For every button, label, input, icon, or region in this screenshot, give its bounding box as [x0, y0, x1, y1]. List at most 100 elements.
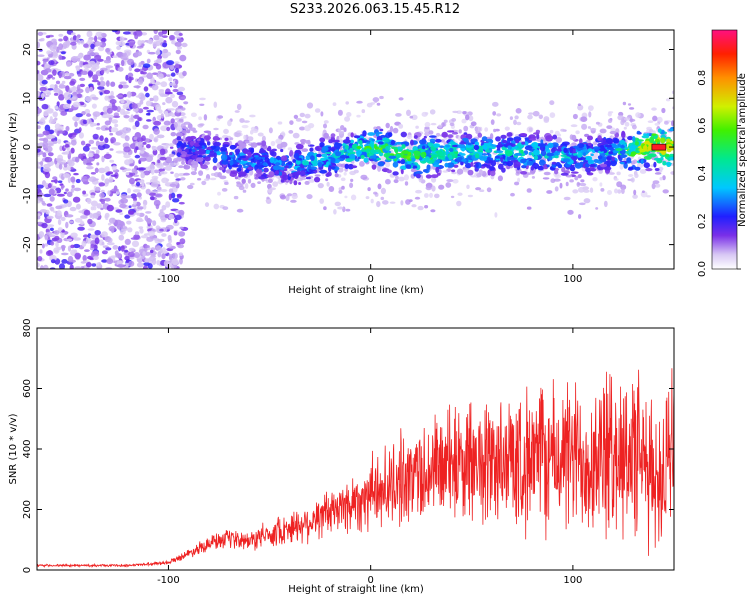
spectrogram-cell	[49, 227, 54, 231]
y-tick-label: 0	[22, 144, 33, 150]
spectrogram-cell	[174, 63, 179, 70]
spectrogram-cell	[250, 126, 256, 131]
spectrogram-cell	[134, 30, 142, 36]
spectrogram-cell	[250, 182, 256, 188]
spectrogram-cell	[400, 159, 406, 165]
spectrogram-cell	[41, 79, 48, 85]
spectrogram-cell	[620, 184, 627, 190]
spectrogram-cell	[122, 31, 131, 35]
spectrogram-cell	[549, 129, 554, 134]
spectrogram-cell	[69, 264, 74, 269]
spectrogram-cell	[101, 200, 105, 205]
spectrogram-cell	[299, 126, 306, 131]
spectrogram-cell	[136, 167, 144, 171]
spectrogram-cell	[206, 141, 211, 146]
spectrogram-cell	[336, 163, 343, 167]
spectrogram-cell	[565, 181, 569, 187]
spectrogram-cell	[133, 31, 137, 36]
spectrogram-cell	[506, 156, 510, 162]
spectrogram-cell	[96, 203, 102, 209]
spectrogram-cell	[429, 138, 436, 144]
x-tick-label: -100	[157, 575, 180, 586]
spectrogram-cell	[159, 148, 166, 156]
spectrogram-cell	[104, 166, 110, 173]
spectrogram-cell	[351, 165, 358, 169]
spectrogram-cell	[98, 167, 106, 174]
spectrogram-cell	[129, 256, 135, 260]
spectrogram-cell	[107, 222, 112, 226]
spectrogram-cell	[160, 189, 168, 192]
spectrogram-cell	[398, 97, 404, 101]
spectrogram-cell	[104, 178, 110, 185]
spectrogram-cell	[172, 198, 180, 203]
spectrogram-cell	[178, 252, 183, 256]
x-tick-label: 0	[367, 274, 373, 285]
spectrogram-cell	[449, 147, 454, 152]
spectrogram-cell	[213, 101, 218, 108]
spectrogram-cell	[367, 187, 371, 192]
spectrogram-cell	[197, 154, 204, 158]
spectrogram-cell	[204, 178, 210, 182]
spectrogram-cell	[220, 154, 228, 161]
spectrogram-cell	[589, 187, 594, 193]
spectrogram-cell	[250, 158, 255, 163]
spectrogram-cell	[70, 41, 77, 46]
spectrogram-cell	[158, 168, 166, 172]
spectrogram-cell	[87, 70, 94, 77]
spectrogram-cell	[48, 188, 55, 195]
spectrogram-cell	[133, 196, 137, 202]
spectrogram-cell	[174, 172, 180, 178]
spectrogram-cell	[486, 187, 492, 193]
spectrogram-cell	[144, 258, 150, 263]
spectrogram-cell	[244, 183, 249, 189]
spectrogram-cell	[139, 94, 146, 101]
spectrogram-cell	[67, 159, 73, 165]
spectrogram-cell	[169, 183, 177, 188]
spectrogram-cell	[122, 127, 130, 134]
spectrogram-cell	[528, 127, 533, 132]
spectrogram-cell	[163, 260, 171, 267]
spectrogram-cell	[223, 128, 229, 135]
spectrogram-cell	[617, 114, 624, 121]
spectrogram-cell	[188, 137, 192, 140]
spectrogram-cell	[629, 107, 635, 110]
spectrogram-cell	[659, 177, 663, 181]
spectrogram-cell	[400, 169, 404, 175]
spectrogram-cell	[56, 210, 62, 217]
spectrogram-cell	[63, 202, 68, 208]
spectrogram-cell	[159, 171, 168, 175]
spectrogram-cell	[268, 171, 275, 178]
spectrogram-cell	[377, 141, 384, 145]
spectrogram-cell	[334, 173, 339, 178]
spectrogram-cell	[68, 72, 75, 77]
spectrogram-cell	[425, 186, 432, 191]
spectrogram-cell	[46, 203, 53, 207]
spectrogram-cell	[261, 140, 267, 147]
spectrogram-cell	[465, 162, 472, 169]
spectrogram-cell	[272, 165, 281, 171]
spectrogram-cell	[138, 226, 144, 230]
spectrogram-cell	[263, 167, 269, 173]
spectrogram-cell	[506, 132, 513, 137]
spectrogram-cell	[353, 135, 361, 139]
spectrogram-cell	[510, 192, 515, 197]
spectrogram-cell	[553, 178, 561, 182]
spectrogram-cell	[71, 32, 76, 36]
spectrogram-cell	[267, 145, 272, 152]
spectrogram-cell	[385, 145, 391, 151]
spectrogram-cell	[186, 129, 191, 134]
spectrogram-cell	[103, 153, 112, 160]
spectrogram-cell	[291, 193, 298, 200]
spectrogram-cell	[424, 205, 429, 209]
spectrogram-cell	[99, 192, 105, 198]
spectrogram-cell	[581, 123, 588, 130]
spectrogram-cell	[110, 127, 119, 133]
spectrogram-cell	[73, 172, 79, 176]
spectrogram-cell	[118, 234, 125, 241]
spectrogram-cell	[133, 85, 141, 89]
spectrogram-cell	[86, 30, 93, 38]
spectrogram-cell	[145, 188, 151, 195]
spectrogram-cell	[521, 165, 527, 169]
spectrogram-cell	[409, 163, 416, 166]
spectrogram-cell	[152, 95, 159, 102]
